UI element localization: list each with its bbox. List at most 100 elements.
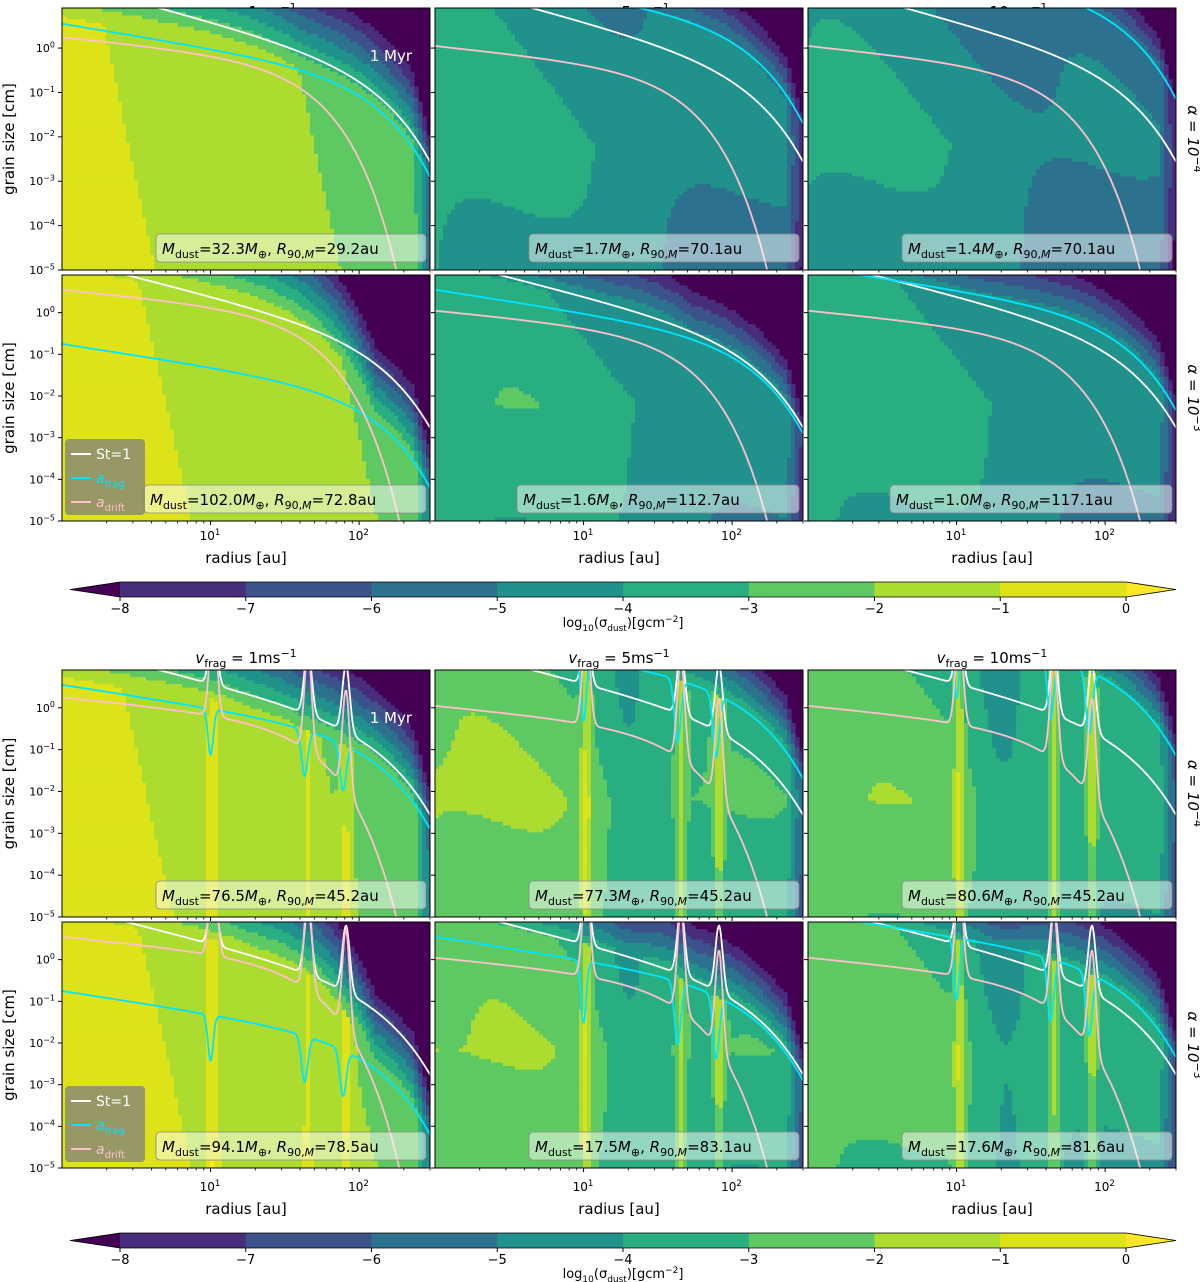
heatmap-cell [414, 450, 419, 455]
heatmap-cell [787, 154, 796, 159]
heatmap-cell [715, 751, 724, 756]
heatmap-cell [683, 842, 688, 847]
heatmap-cell [346, 348, 355, 353]
heatmap-cell [126, 124, 311, 129]
heatmap-cell [723, 909, 788, 914]
heatmap-cell [587, 183, 696, 189]
heatmap-cell [1164, 101, 1169, 106]
heatmap-cell [302, 726, 335, 731]
column-title: vfrag = 1ms−1 [195, 647, 296, 670]
heatmap-cell [342, 334, 351, 339]
heatmap-cell [992, 405, 1165, 410]
heatmap-cell [579, 857, 584, 862]
panel: Mdust=1.7M⊕, R90,M=70.1au [431, 7, 804, 274]
heatmap-cell [715, 800, 724, 805]
heatmap-cell [599, 747, 676, 752]
heatmap-cell [799, 168, 803, 174]
heatmap-cell [799, 790, 803, 795]
heatmap-cell [1032, 176, 1137, 181]
heatmap-cell [791, 213, 800, 219]
heatmap-cell [318, 168, 415, 174]
heatmap-cell [435, 195, 588, 200]
heatmap-cell [1064, 296, 1097, 301]
heatmap-cell [350, 860, 355, 865]
heatmap-cell [675, 878, 680, 883]
heatmap-cell [679, 814, 684, 819]
heatmap-cell [1152, 341, 1161, 346]
heatmap-cell [591, 715, 596, 720]
heatmap-cell [178, 670, 227, 675]
annotation-text: Mdust=77.3M⊕, R90,M=45.2au [535, 887, 752, 908]
heatmap-cell [583, 712, 592, 717]
heatmap-cell [687, 860, 716, 865]
heatmap-cell [723, 737, 732, 742]
heatmap-cell [306, 97, 379, 103]
heatmap-cell [1084, 691, 1089, 696]
heatmap-cell [382, 60, 395, 65]
heatmap-cell [346, 369, 359, 374]
heatmap-cell [330, 331, 343, 336]
heatmap-cell [422, 450, 427, 455]
heatmap-cell [795, 161, 800, 166]
heatmap-cell [635, 705, 676, 710]
heatmap-cell [783, 715, 788, 720]
heatmap-cell [218, 832, 307, 837]
heatmap-cell [435, 782, 556, 787]
heatmap-cell [763, 355, 776, 360]
heatmap-cell [314, 135, 411, 140]
heatmap-cell [354, 821, 419, 826]
heatmap-cell [406, 426, 415, 431]
heatmap-cell [282, 306, 303, 311]
heatmap-cell [711, 334, 736, 339]
heatmap-cell [1172, 426, 1176, 431]
heatmap-cell [779, 514, 788, 519]
heatmap-cell [426, 800, 430, 805]
time-label: 1 Myr [370, 47, 413, 65]
heatmap-cell [799, 510, 803, 515]
heatmap-cell [435, 282, 524, 287]
heatmap-cell [62, 380, 163, 385]
heatmap-cell [130, 719, 207, 724]
heatmap-cell [1072, 285, 1097, 290]
heatmap-cell [787, 398, 792, 403]
heatmap-cell [591, 726, 596, 731]
heatmap-cell [1164, 471, 1173, 476]
heatmap-cell [435, 475, 628, 480]
heatmap-cell [723, 867, 792, 872]
heatmap-area [808, 275, 1176, 521]
heatmap-cell [62, 751, 139, 756]
heatmap-cell [591, 691, 620, 696]
heatmap-cell [350, 909, 359, 914]
heatmap-cell [731, 26, 748, 31]
heatmap-cell [142, 210, 331, 215]
heatmap-cell [422, 468, 427, 473]
heatmap-cell [787, 180, 792, 185]
heatmap-cell [808, 478, 981, 483]
heatmap-cell [723, 744, 732, 749]
heatmap-cell [992, 408, 1165, 413]
heatmap-cell [691, 779, 704, 784]
heatmap-cell [795, 786, 803, 791]
heatmap-cell [350, 359, 359, 364]
heatmap-cell [715, 786, 724, 791]
panel-frame [807, 274, 1177, 522]
heatmap-cell [62, 842, 159, 847]
heatmap-cell [511, 825, 552, 830]
heatmap-cell [787, 105, 792, 110]
heatmap-cell [435, 320, 572, 325]
heatmap-cell [1164, 142, 1173, 147]
heatmap-cell [62, 157, 131, 162]
heatmap-cell [715, 747, 724, 752]
heatmap-cell [683, 825, 688, 830]
heatmap-cell [808, 266, 1021, 270]
heatmap-cell [679, 292, 700, 297]
heatmap-cell [799, 461, 803, 466]
heatmap-cell [808, 86, 909, 91]
heatmap-cell [414, 180, 423, 185]
heatmap-cell [435, 461, 628, 466]
heatmap-cell [422, 191, 427, 196]
heatmap-cell [675, 730, 680, 735]
heatmap-cell [583, 832, 588, 837]
heatmap-cell [799, 120, 803, 125]
heatmap-cell [354, 857, 419, 862]
